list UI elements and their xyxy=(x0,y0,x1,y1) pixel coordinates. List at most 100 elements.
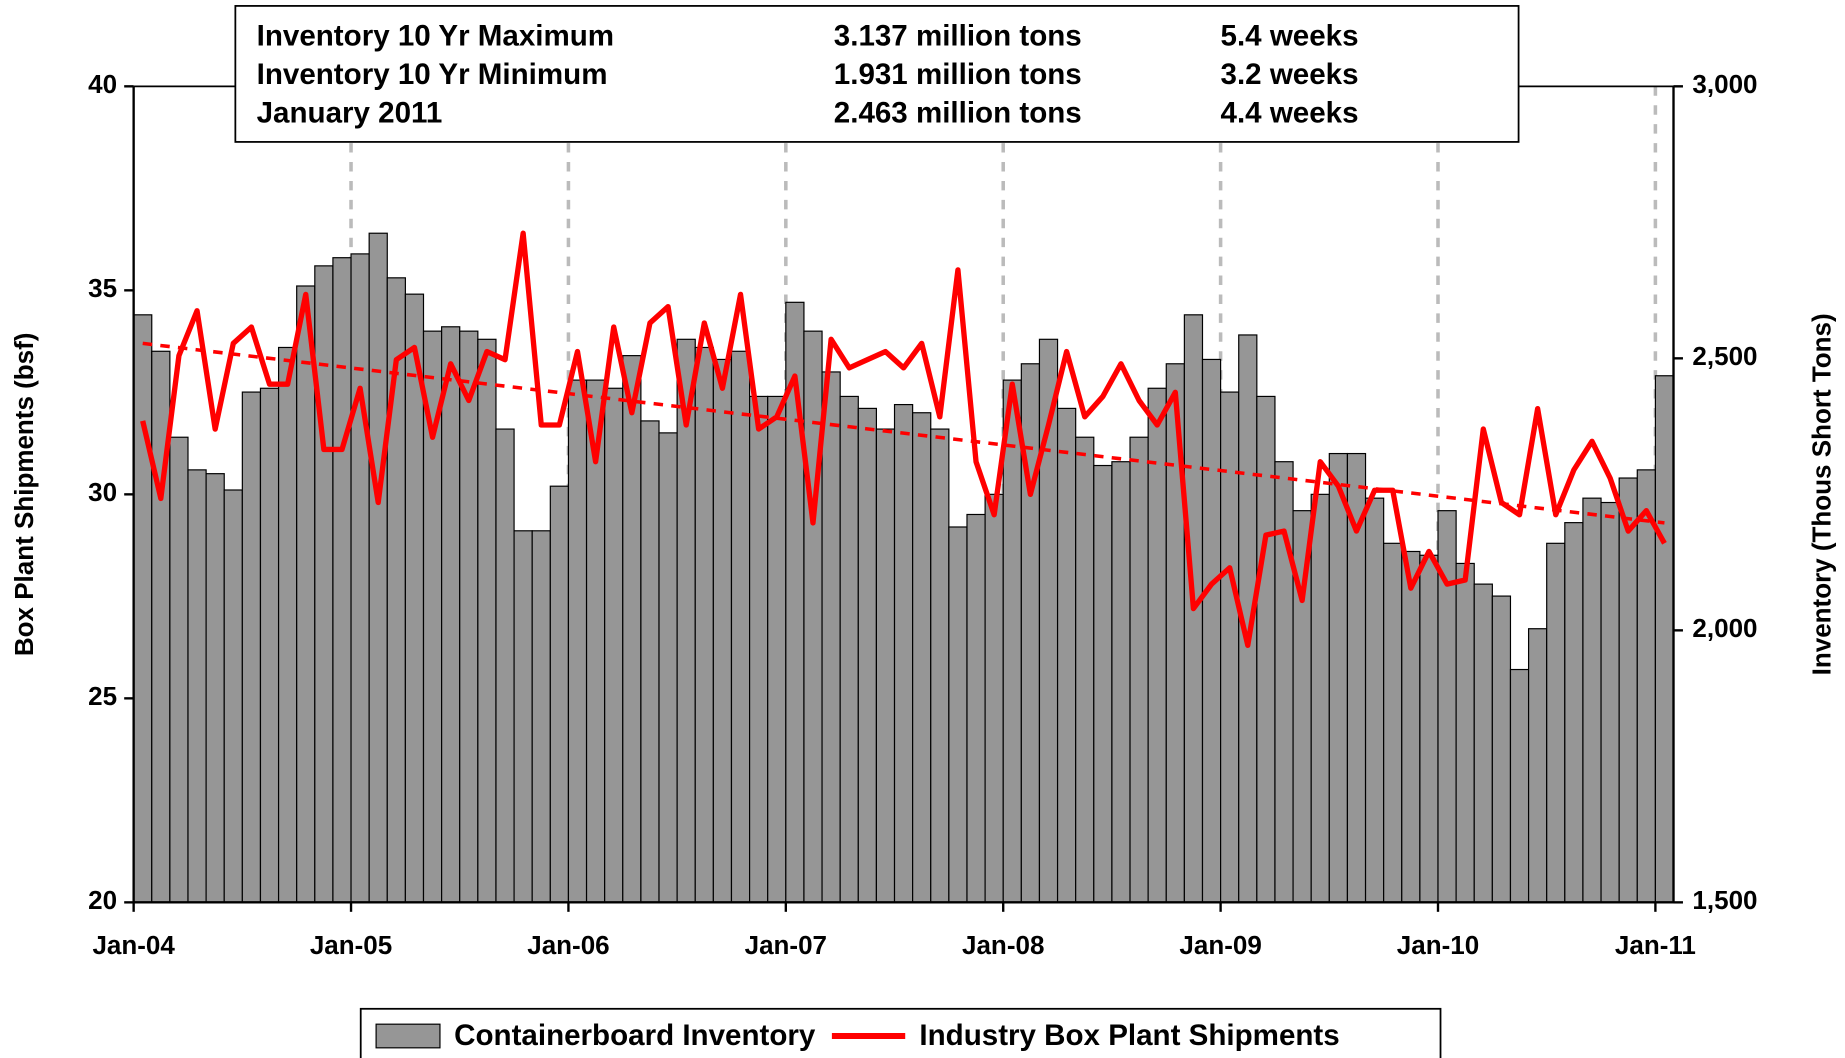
x-tick-label: Jan-11 xyxy=(1615,930,1696,960)
y2-tick-label: 1,500 xyxy=(1692,885,1757,915)
bar xyxy=(296,285,316,903)
bar xyxy=(604,387,624,903)
y-tick-label: 40 xyxy=(88,69,117,99)
annotation-text: 1.931 million tons xyxy=(834,58,1082,91)
bar xyxy=(1201,358,1222,903)
annotation-text: 4.4 weeks xyxy=(1221,97,1359,130)
x-tick-label: Jan-06 xyxy=(527,930,609,960)
bar xyxy=(1328,452,1349,903)
bar xyxy=(984,493,1004,903)
bar xyxy=(803,330,823,903)
bar xyxy=(1618,477,1638,903)
bar xyxy=(1111,461,1131,903)
bar xyxy=(948,526,968,903)
y2-tick-label: 3,000 xyxy=(1692,69,1757,99)
y-tick-label: 35 xyxy=(88,273,117,303)
x-tick-label: Jan-05 xyxy=(310,930,392,960)
bar xyxy=(1274,461,1294,903)
bar xyxy=(1147,387,1167,903)
y-tick-label: 20 xyxy=(88,885,117,915)
bar xyxy=(1256,395,1276,903)
bar xyxy=(241,391,262,903)
legend-label: Industry Box Plant Shipments xyxy=(919,1019,1339,1052)
bar xyxy=(223,489,243,903)
bar xyxy=(1310,493,1330,903)
bar xyxy=(350,253,370,903)
bar xyxy=(1564,522,1584,903)
annotation-text: 3.137 million tons xyxy=(834,20,1082,53)
bar xyxy=(622,355,642,903)
bar xyxy=(712,358,733,903)
bar xyxy=(1600,501,1620,903)
annotation-text: January 2011 xyxy=(257,97,443,130)
bar xyxy=(1491,595,1512,903)
bar xyxy=(332,257,352,903)
bar xyxy=(513,530,533,903)
bar xyxy=(1636,469,1656,903)
bar xyxy=(187,469,207,903)
bar xyxy=(567,379,588,903)
bar xyxy=(441,326,461,903)
bar xyxy=(169,436,189,903)
bar xyxy=(1383,542,1403,903)
bar xyxy=(1056,407,1077,903)
annotation-box xyxy=(234,5,1520,143)
x-tick-label: Jan-04 xyxy=(92,930,175,960)
bar xyxy=(314,265,334,903)
bar xyxy=(1002,379,1022,903)
legend: Containerboard Inventory Industry Box Pla… xyxy=(359,1007,1442,1058)
bar xyxy=(1455,562,1475,903)
y-tick-label: 25 xyxy=(88,681,117,711)
bar xyxy=(857,407,877,903)
bar xyxy=(694,346,714,903)
legend-swatch xyxy=(375,1023,441,1049)
bar xyxy=(477,338,497,903)
bar xyxy=(658,432,678,903)
bar xyxy=(1364,497,1385,903)
bar xyxy=(1129,436,1149,903)
bar xyxy=(1075,436,1095,903)
bar xyxy=(531,530,551,903)
y-tick-label: 30 xyxy=(88,477,117,507)
legend-label: Containerboard Inventory xyxy=(454,1019,816,1052)
bar xyxy=(875,428,896,903)
bar xyxy=(930,428,950,903)
bar xyxy=(1527,628,1548,903)
bar xyxy=(1093,464,1113,903)
bar xyxy=(1220,391,1240,903)
bar xyxy=(1546,542,1566,903)
bar xyxy=(495,428,515,903)
annotation-text: 2.463 million tons xyxy=(834,97,1082,130)
y-axis-label: Box Plant Shipments (bsf) xyxy=(9,333,39,657)
bar xyxy=(1401,550,1421,903)
x-tick-label: Jan-07 xyxy=(745,930,827,960)
bar xyxy=(748,395,769,903)
bar xyxy=(1582,497,1602,903)
bar xyxy=(1473,583,1493,903)
annotation-text: Inventory 10 Yr Maximum xyxy=(257,20,614,53)
bar xyxy=(966,513,986,903)
annotation-text: 5.4 weeks xyxy=(1221,20,1359,53)
annotation-text: Inventory 10 Yr Minimum xyxy=(257,58,608,91)
bar xyxy=(259,387,280,903)
bar xyxy=(1654,375,1675,903)
bar xyxy=(839,395,859,903)
bar xyxy=(368,232,388,903)
bar xyxy=(205,473,225,903)
x-tick-label: Jan-08 xyxy=(962,930,1044,960)
y2-tick-label: 2,500 xyxy=(1692,341,1757,371)
y2-tick-label: 2,000 xyxy=(1692,613,1757,643)
bar xyxy=(277,346,298,903)
bar xyxy=(133,314,153,903)
bar xyxy=(767,395,787,903)
bar xyxy=(821,371,841,903)
y2-axis-label: Inventory (Thous Short Tons) xyxy=(1807,313,1837,675)
bar xyxy=(912,412,932,903)
bar xyxy=(549,485,570,903)
bar xyxy=(459,330,479,903)
bar xyxy=(640,420,660,903)
x-tick-label: Jan-09 xyxy=(1179,930,1261,960)
bar xyxy=(1509,668,1530,903)
bar xyxy=(730,350,751,903)
